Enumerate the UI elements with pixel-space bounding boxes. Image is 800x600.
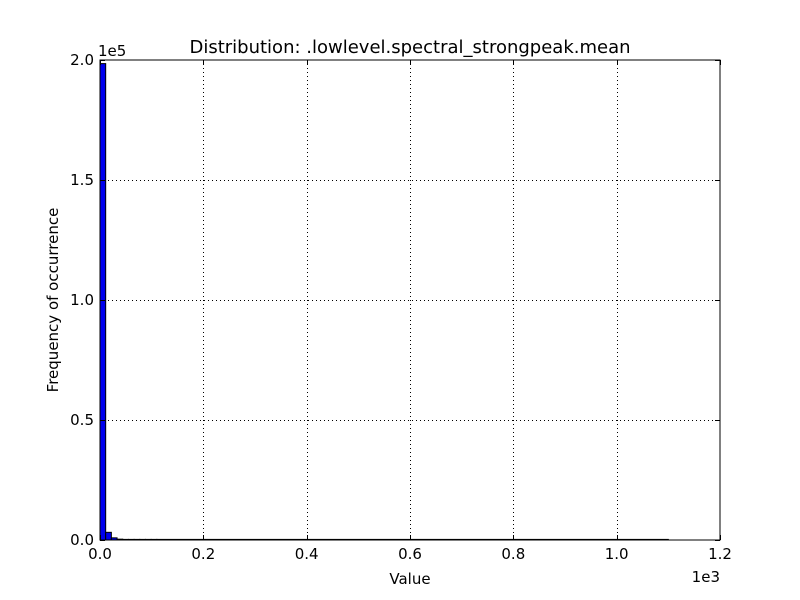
chart-title: Distribution: .lowlevel.spectral_strongp… [189, 37, 630, 58]
x-tick-label: 1.0 [605, 545, 629, 563]
x-axis-multiplier: 1e3 [692, 568, 720, 586]
x-tick-label: 0.8 [501, 545, 525, 563]
y-axis-multiplier: 1e5 [98, 42, 126, 60]
x-tick-label: 0.0 [88, 545, 112, 563]
grid-lines [100, 60, 720, 540]
x-axis-label: Value [389, 570, 430, 588]
x-tick-label: 0.6 [398, 545, 422, 563]
axis-ticks [100, 60, 721, 541]
y-tick-label: 2.0 [70, 51, 94, 69]
y-tick-label: 1.5 [70, 171, 94, 189]
y-tick-label: 0.5 [70, 411, 94, 429]
y-tick-label: 0.0 [70, 531, 94, 549]
histogram-bar [99, 63, 107, 541]
axis-tick-labels: 0.0 0.2 0.4 0.6 0.8 1.0 1.2 0.0 0.5 1.0 1.5 2.0 [70, 51, 732, 563]
x-tick-label: 1.2 [708, 545, 732, 563]
histogram-bars [99, 63, 669, 541]
y-tick-label: 1.0 [70, 291, 94, 309]
x-tick-label: 0.4 [295, 545, 319, 563]
y-axis-label: Frequency of occurrence [44, 208, 62, 393]
x-tick-label: 0.2 [191, 545, 215, 563]
histogram-bar [105, 531, 112, 541]
